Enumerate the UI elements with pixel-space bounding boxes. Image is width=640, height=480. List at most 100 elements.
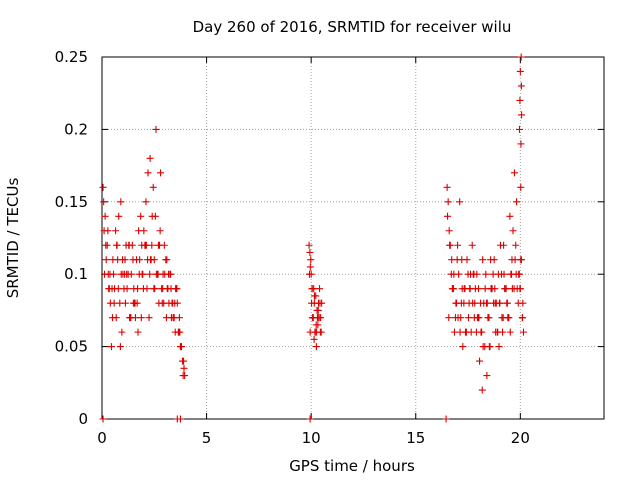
data-point [517, 140, 525, 148]
data-point [112, 227, 120, 235]
data-point [459, 343, 467, 351]
data-point [154, 241, 162, 249]
data-point [312, 321, 320, 329]
data-point [502, 285, 510, 293]
data-point [175, 328, 183, 336]
data-point [180, 364, 188, 372]
data-point [162, 314, 170, 322]
y-axis-label: SRMTID / TECUs [4, 178, 22, 299]
data-point [496, 299, 504, 307]
data-point [99, 415, 107, 423]
data-point [145, 314, 153, 322]
data-point [457, 299, 465, 307]
data-point [306, 415, 314, 423]
data-point [137, 314, 145, 322]
data-point [146, 154, 154, 162]
data-point [453, 256, 461, 264]
data-point [106, 270, 114, 278]
data-point [306, 248, 314, 256]
data-point [470, 270, 478, 278]
data-point [481, 285, 489, 293]
data-point [146, 270, 154, 278]
data-point [499, 314, 507, 322]
data-point [517, 256, 525, 264]
data-point [140, 227, 148, 235]
x-tick-label: 5 [202, 429, 212, 447]
data-point [516, 285, 524, 293]
data-point [515, 125, 523, 133]
data-point [471, 299, 479, 307]
data-point [176, 415, 184, 423]
data-point [512, 241, 520, 249]
data-point [477, 328, 485, 336]
data-point [118, 256, 126, 264]
data-point [112, 314, 120, 322]
data-point [306, 263, 314, 271]
data-point [483, 372, 491, 380]
data-point [454, 241, 462, 249]
data-point [519, 299, 527, 307]
data-point [107, 343, 115, 351]
data-point [135, 270, 143, 278]
data-point [517, 53, 525, 61]
plot-frame [101, 56, 605, 420]
data-point [517, 183, 525, 191]
data-point [160, 241, 168, 249]
data-point [443, 183, 451, 191]
data-point [479, 256, 487, 264]
data-point [515, 270, 523, 278]
data-point [518, 314, 526, 322]
data-point [175, 314, 183, 322]
data-point [121, 299, 129, 307]
data-point [508, 285, 516, 293]
data-point [137, 212, 145, 220]
data-point [510, 169, 518, 177]
data-point [305, 270, 313, 278]
data-point [156, 227, 164, 235]
data-point [123, 285, 131, 293]
data-point [491, 285, 499, 293]
data-point [171, 299, 179, 307]
data-point [118, 328, 126, 336]
data-point [157, 169, 165, 177]
data-point [144, 169, 152, 177]
data-point [102, 241, 110, 249]
data-point [149, 183, 157, 191]
data-point [136, 256, 144, 264]
data-point [490, 299, 498, 307]
data-point [108, 285, 116, 293]
data-point [133, 299, 141, 307]
data-point [516, 67, 524, 75]
data-point [305, 241, 313, 249]
data-point [466, 285, 474, 293]
data-point [125, 241, 133, 249]
data-point [482, 299, 490, 307]
data-point [173, 285, 181, 293]
data-point [179, 372, 187, 380]
y-tick-label: 0.15 [55, 193, 88, 211]
data-point [485, 343, 493, 351]
data-point [158, 299, 166, 307]
x-tick-label: 10 [302, 429, 321, 447]
data-point [506, 212, 514, 220]
data-point [134, 328, 142, 336]
data-point [478, 386, 486, 394]
data-point [454, 314, 462, 322]
data-point [464, 314, 472, 322]
data-point [308, 285, 316, 293]
x-tick-label: 0 [97, 429, 107, 447]
data-point [479, 343, 487, 351]
data-point [518, 111, 526, 119]
data-point [148, 241, 156, 249]
y-tick-label: 0.05 [55, 338, 88, 356]
data-point [129, 256, 137, 264]
data-point [142, 241, 150, 249]
data-point [163, 285, 171, 293]
data-point [509, 227, 517, 235]
x-tick-label: 15 [406, 429, 425, 447]
data-point [314, 306, 322, 314]
data-point [503, 299, 511, 307]
data-point [163, 256, 171, 264]
data-point [492, 328, 500, 336]
